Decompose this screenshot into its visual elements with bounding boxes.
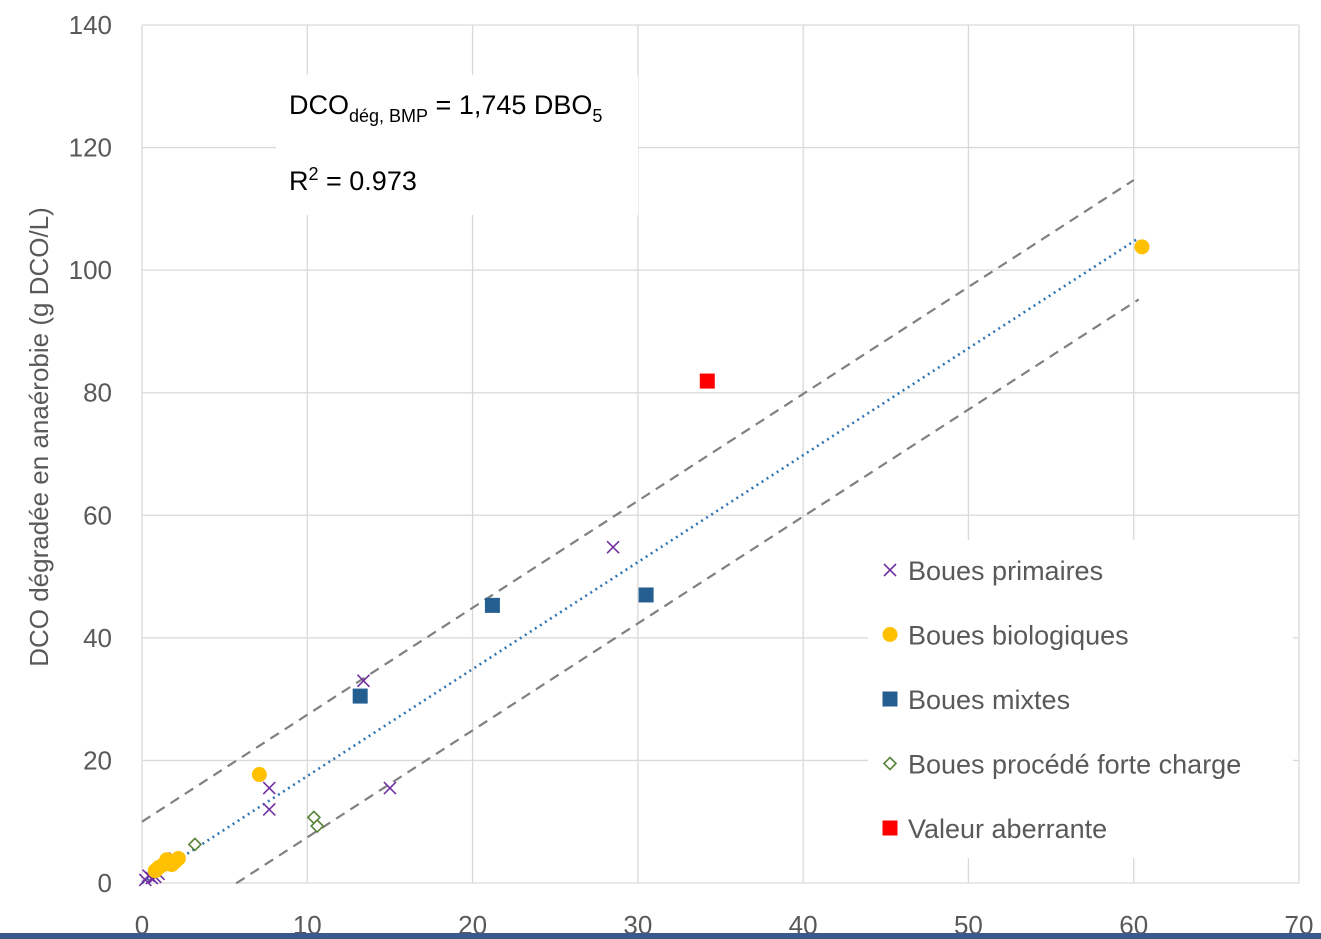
series-boues-biologiques	[147, 239, 1150, 879]
data-point	[170, 850, 186, 866]
legend-marker	[883, 563, 897, 577]
y-tick-label: 140	[69, 10, 112, 40]
x-stroke	[606, 540, 620, 554]
data-point	[484, 597, 500, 613]
equation-annotation: DCOdég, BMP = 1,745 DBO5 R2 = 0.973	[276, 75, 638, 215]
legend-item: Boues mixtes	[882, 685, 1070, 715]
legend-box	[868, 540, 1293, 858]
y-tick-label: 40	[83, 623, 112, 653]
legend-label: Boues mixtes	[908, 685, 1070, 715]
confidence-band-line	[235, 298, 1140, 885]
legend-marker	[882, 756, 898, 771]
x-stroke	[356, 674, 371, 688]
confidence-band-line	[141, 179, 1135, 823]
series-valeur-aberrante	[699, 373, 715, 389]
series-boues-primaires	[138, 540, 620, 887]
legend-marker	[882, 691, 898, 707]
y-tick-label: 0	[98, 868, 112, 898]
legend-item: Boues primaires	[883, 556, 1103, 586]
x-stroke	[883, 563, 897, 577]
data-point	[606, 540, 620, 554]
confidence-band-lines	[141, 179, 1140, 885]
data-point	[310, 818, 325, 834]
legend-item: Boues procédé forte charge	[882, 750, 1241, 780]
legend-item: Valeur aberrante	[882, 814, 1107, 844]
y-axis-ticks: 0 20 40 60 80 100 120 140	[69, 10, 112, 898]
data-point	[352, 688, 368, 704]
legend-marker	[882, 627, 898, 642]
r-squared: R2 = 0.973	[289, 164, 417, 196]
equation-box	[276, 75, 638, 215]
data-point	[383, 781, 397, 795]
y-tick-label: 100	[69, 255, 112, 285]
legend-label: Boues biologiques	[908, 621, 1129, 651]
data-point	[699, 373, 715, 389]
legend-label: Boues procédé forte charge	[908, 750, 1241, 780]
x-stroke	[383, 781, 397, 795]
bottom-border-bar	[0, 933, 1321, 939]
data-point	[356, 674, 371, 688]
y-tick-label: 80	[83, 378, 112, 408]
series-boues-proc-d-forte-charge	[187, 810, 325, 852]
y-tick-label: 60	[83, 500, 112, 530]
data-point	[1134, 239, 1150, 255]
x-tick-label: 0	[135, 910, 149, 939]
legend-label: Valeur aberrante	[908, 814, 1107, 844]
grid-lines	[141, 24, 1300, 884]
y-axis-label: DCO dégradée en anaérobie (g DCO/L)	[24, 207, 54, 667]
x-stroke	[262, 802, 276, 817]
data-point	[187, 837, 203, 852]
legend-label: Boues primaires	[908, 556, 1103, 586]
data-points	[138, 239, 1150, 887]
data-point	[262, 802, 276, 817]
legend-item: Boues biologiques	[882, 621, 1129, 651]
x-stroke	[262, 781, 276, 795]
legend-marker	[882, 820, 898, 836]
series-boues-mixtes	[352, 587, 654, 704]
regression-equation: DCOdég, BMP = 1,745 DBO5	[289, 90, 602, 126]
y-tick-label: 120	[69, 133, 112, 163]
data-point	[638, 587, 654, 603]
data-point	[262, 781, 276, 795]
legend: Boues primaires Boues biologiques Boues mi…	[868, 540, 1293, 858]
y-tick-label: 20	[83, 745, 112, 775]
data-point	[251, 767, 267, 783]
